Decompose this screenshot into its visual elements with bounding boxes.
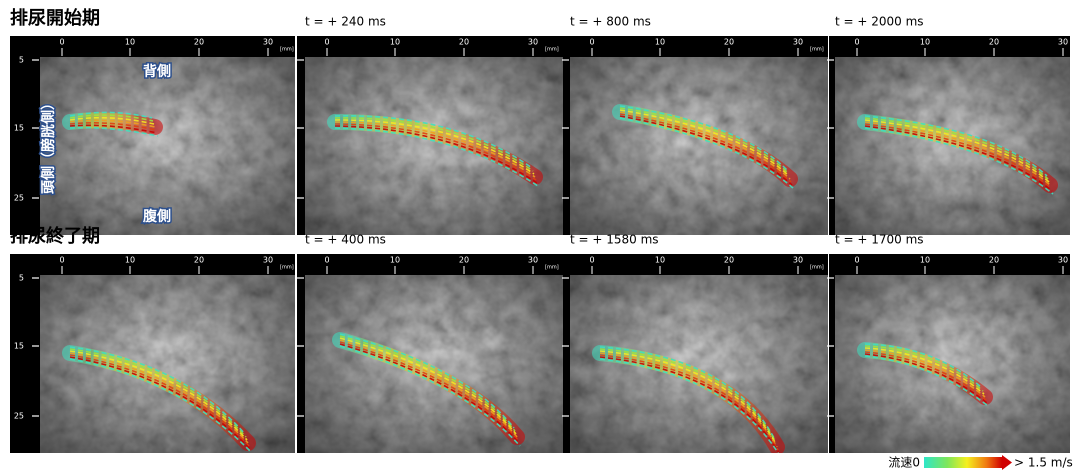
x-unit: [mm]: [545, 47, 559, 53]
ultrasound-image: [40, 275, 295, 453]
panel-title: t = + 800 ms: [570, 15, 651, 29]
colorbar-min: 流速0: [888, 456, 920, 470]
x-tick-label: 0: [854, 256, 859, 265]
x-tick-label: 10: [390, 38, 400, 47]
x-unit: [mm]: [280, 47, 294, 53]
y-tick-label: 5: [19, 56, 24, 65]
x-tick-label: 30: [1058, 38, 1068, 47]
annotation-ventral: 腹側: [143, 208, 171, 225]
ultrasound-image: [835, 275, 1070, 453]
colorbar: [924, 457, 1002, 468]
x-tick-label: 10: [125, 38, 135, 47]
vignette: [835, 275, 1070, 453]
x-tick-label: 20: [724, 256, 734, 265]
x-tick-label: 10: [655, 256, 665, 265]
row-label: 排尿開始期: [10, 7, 100, 29]
x-tick-label: 0: [324, 38, 329, 47]
y-tick-label: 15: [14, 124, 24, 133]
x-tick-label: 30: [528, 38, 538, 47]
ultrasound-image: [570, 57, 828, 235]
x-tick-label: 20: [459, 38, 469, 47]
y-tick-label: 25: [14, 194, 24, 203]
x-tick-label: 10: [125, 256, 135, 265]
x-tick-label: 20: [724, 38, 734, 47]
x-tick-label: 0: [589, 256, 594, 265]
x-tick-label: 10: [655, 38, 665, 47]
x-tick-label: 30: [1058, 256, 1068, 265]
x-tick-label: 0: [589, 38, 594, 47]
x-tick-label: 30: [263, 38, 273, 47]
x-tick-label: 20: [989, 256, 999, 265]
ultrasound-image: [835, 57, 1070, 235]
x-tick-label: 10: [390, 256, 400, 265]
colorbar-arrow: [1002, 455, 1012, 470]
vignette: [570, 275, 828, 453]
x-tick-label: 0: [59, 256, 64, 265]
x-tick-label: 20: [989, 38, 999, 47]
row-label: 排尿終了期: [10, 225, 100, 247]
x-tick-label: 20: [194, 38, 204, 47]
panel-title: t = + 1580 ms: [570, 233, 659, 247]
vignette: [570, 57, 828, 235]
x-tick-label: 0: [324, 256, 329, 265]
x-tick-label: 10: [920, 38, 930, 47]
panel-title: t = + 2000 ms: [835, 15, 924, 29]
x-tick-label: 10: [920, 256, 930, 265]
ultrasound-image: [305, 275, 563, 453]
y-tick-label: 15: [14, 342, 24, 351]
annotation-dorsal: 背側: [143, 63, 171, 80]
y-tick-label: 25: [14, 412, 24, 421]
x-tick-label: 30: [793, 256, 803, 265]
panel-title: t = + 240 ms: [305, 15, 386, 29]
x-tick-label: 30: [793, 38, 803, 47]
ultrasound-image: [305, 57, 563, 235]
y-tick-label: 5: [19, 274, 24, 283]
x-tick-label: 20: [194, 256, 204, 265]
colorbar-max: > 1.5 m/s: [1014, 456, 1073, 470]
vignette: [305, 275, 563, 453]
panel-title: t = + 1700 ms: [835, 233, 924, 247]
x-tick-label: 30: [528, 256, 538, 265]
x-tick-label: 0: [59, 38, 64, 47]
ultrasound-image: [570, 275, 828, 456]
x-tick-label: 30: [263, 256, 273, 265]
figure: 流速0 > 1.5 m/s 排尿開始期 0 10 20 30 [mm] 5 15 25 t = +…: [0, 0, 1076, 470]
vignette: [40, 275, 295, 453]
x-unit: [mm]: [545, 265, 559, 271]
annotation-cranial: 頭側（膀胱側）: [40, 96, 57, 194]
panel-title: t = + 400 ms: [305, 233, 386, 247]
vignette: [305, 57, 563, 235]
x-tick-label: 20: [459, 256, 469, 265]
x-unit: [mm]: [810, 47, 824, 53]
x-unit: [mm]: [280, 265, 294, 271]
x-tick-label: 0: [854, 38, 859, 47]
x-unit: [mm]: [810, 265, 824, 271]
